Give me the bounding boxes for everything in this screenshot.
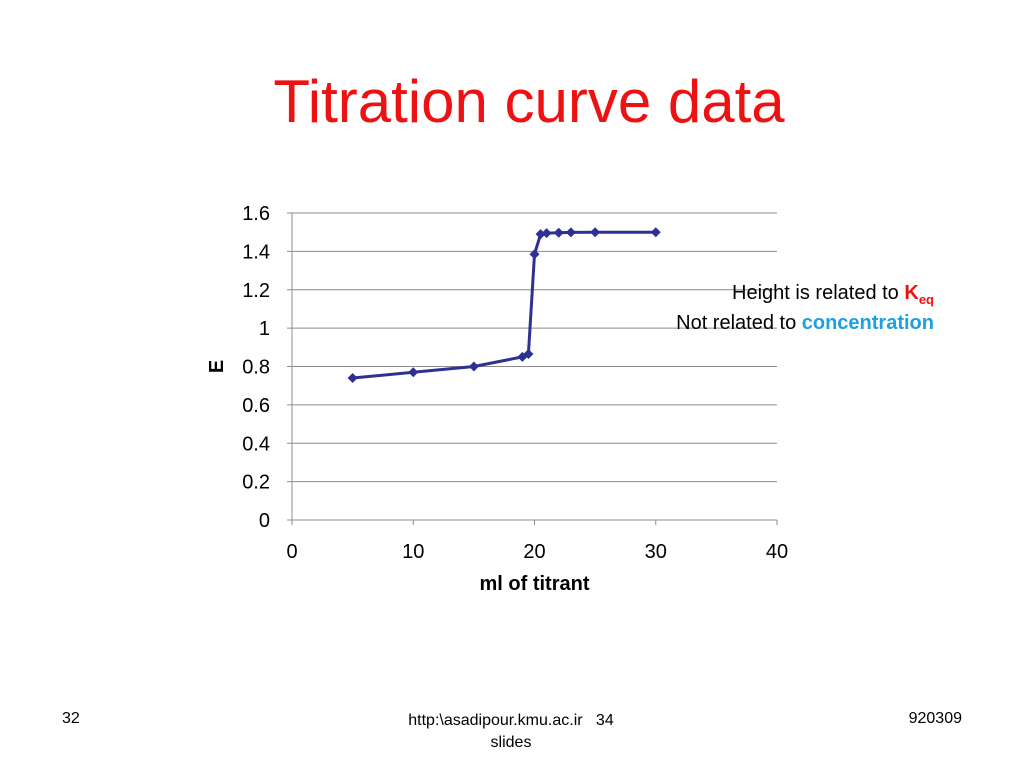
slide-title: Titration curve data	[273, 68, 785, 135]
y-tick-label: 1.4	[242, 241, 270, 263]
y-tick-label: 0	[259, 510, 270, 532]
data-point	[347, 373, 358, 384]
x-tick-label: 30	[645, 541, 667, 563]
y-tick-label: 0.2	[242, 472, 270, 494]
annotation-keq: Height is related to Keq	[732, 282, 934, 307]
annotation-concentration: Not related to concentration	[676, 312, 934, 335]
data-point	[565, 227, 576, 238]
annotation-concentration-prefix: Not related to	[676, 312, 802, 334]
annotation-keq-prefix: Height is related to	[732, 282, 905, 304]
series-line	[352, 230, 656, 380]
y-tick-label: 0.8	[242, 357, 270, 379]
keq-symbol: Keq	[904, 282, 934, 307]
y-tick-label: 0.4	[242, 433, 270, 455]
concentration-word: concentration	[801, 312, 934, 334]
keq-subscript: eq	[918, 292, 934, 307]
y-axis-title: E	[206, 360, 228, 373]
x-tick-label: 10	[402, 541, 424, 563]
data-point	[408, 367, 419, 378]
keq-k: K	[904, 282, 919, 304]
data-point	[541, 228, 552, 239]
data-point	[590, 227, 601, 238]
y-tick-label: 1.6	[242, 203, 270, 225]
y-tick-label: 1	[259, 318, 270, 340]
y-tick-label: 0.6	[242, 395, 270, 417]
footer-slides-word: slides	[490, 734, 532, 751]
x-axis-title: ml of titrant	[480, 573, 590, 595]
y-tick-label: 1.2	[242, 280, 270, 302]
x-tick-label: 40	[766, 541, 788, 563]
footer-source-url: http:\asadipour.kmu.ac.ir	[408, 712, 583, 729]
data-point	[529, 249, 540, 260]
data-point	[650, 227, 661, 238]
data-point	[553, 227, 564, 238]
footer-date-code: 920309	[908, 710, 962, 727]
x-tick-label: 0	[286, 541, 297, 563]
data-point	[468, 361, 479, 372]
footer-page-number: 32	[62, 710, 80, 727]
data-point	[523, 349, 534, 360]
x-tick-label: 20	[523, 541, 545, 563]
footer-slide-count: 34	[595, 712, 614, 729]
data-point	[535, 229, 546, 240]
footer-source: http:\asadipour.kmu.ac.ir 34 slides	[380, 710, 642, 754]
